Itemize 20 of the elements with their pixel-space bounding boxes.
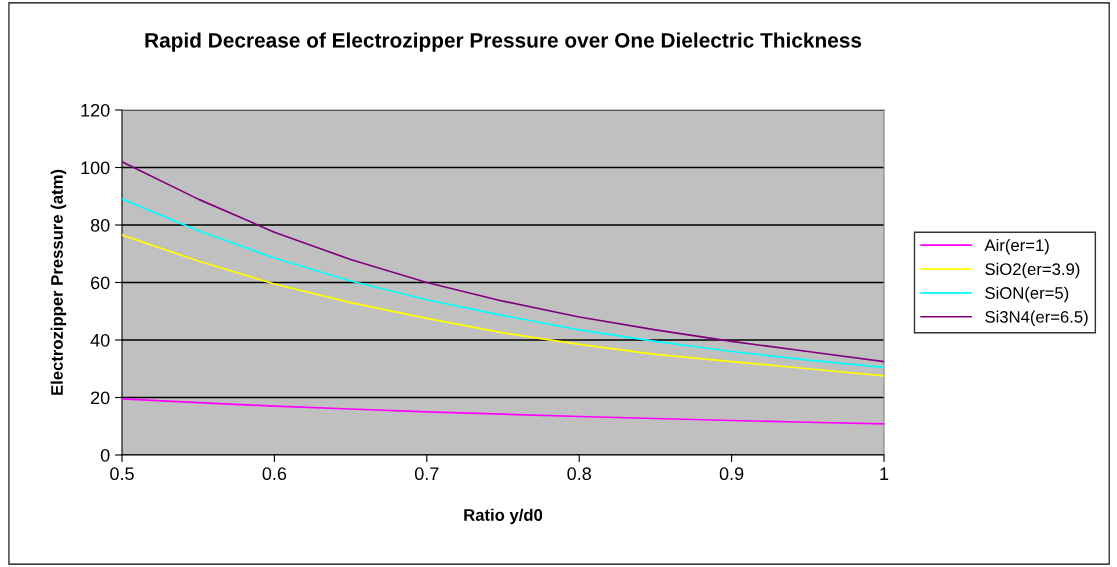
y-tick-label: 80 xyxy=(90,218,110,232)
legend-label: SiO2(er=3.9) xyxy=(985,262,1080,279)
y-tick-label: 100 xyxy=(81,161,110,175)
y-axis-title: Electrozipper Pressure (atm) xyxy=(50,169,67,395)
x-tick-label: 0.9 xyxy=(719,467,744,481)
legend-label: Air(er=1) xyxy=(984,238,1049,255)
y-tick-label: 0 xyxy=(100,448,110,462)
legend-label: SiON(er=5) xyxy=(985,286,1069,303)
x-tick-label: 0.6 xyxy=(262,467,287,481)
x-axis-title: Ratio y/d0 xyxy=(464,508,543,525)
x-tick-label: 0.5 xyxy=(110,467,134,481)
legend-label: Si3N4(er=6.5) xyxy=(985,310,1088,327)
y-tick-label: 40 xyxy=(90,333,110,347)
y-tick-label: 120 xyxy=(81,103,110,117)
x-tick-label: 0.8 xyxy=(567,467,591,481)
chart-title: Rapid Decrease of Electrozipper Pressure over One Dielectric Thickness xyxy=(145,32,862,52)
x-tick-label: 0.7 xyxy=(414,467,439,481)
y-tick-label: 60 xyxy=(91,276,110,290)
x-tick-label: 1 xyxy=(880,467,889,480)
y-tick-label: 20 xyxy=(91,391,110,405)
